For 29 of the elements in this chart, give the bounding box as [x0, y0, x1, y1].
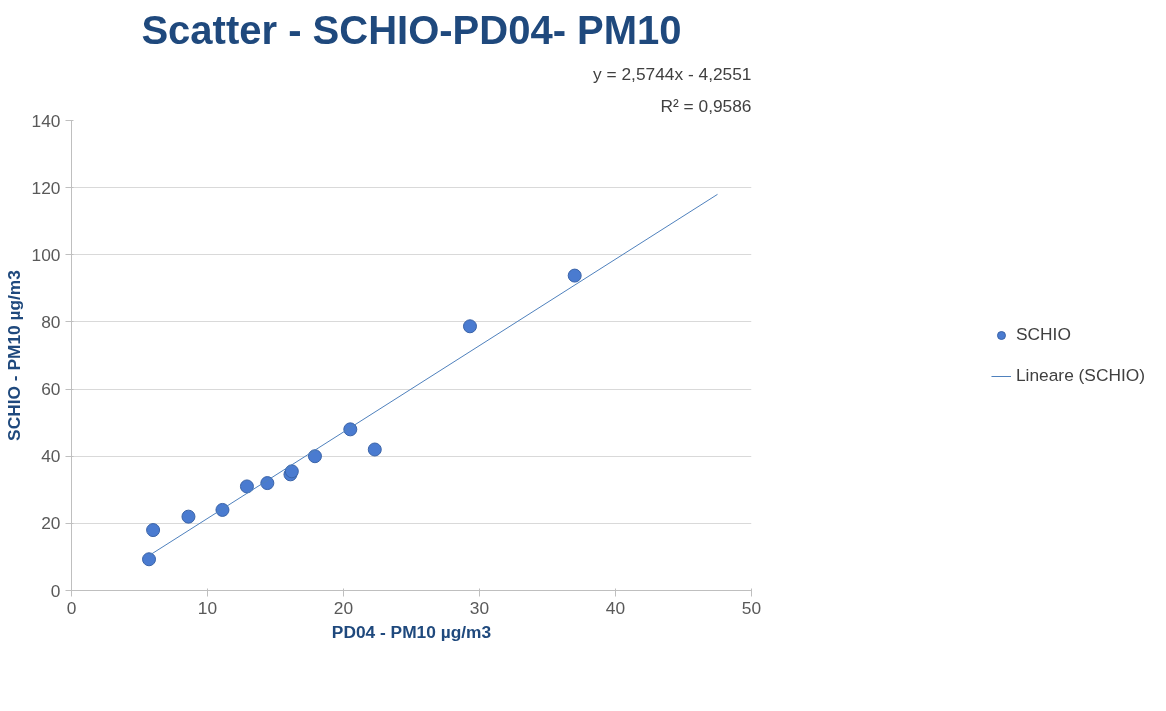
text: y = 2,5744x - 4,2551 [593, 63, 752, 84]
x-tick-label: 20 [333, 597, 354, 618]
point [567, 268, 582, 283]
text: R² = 0,9586 [660, 95, 752, 116]
y-tick-label: 0 [50, 580, 61, 601]
point [307, 449, 322, 464]
x-tick-label: 30 [469, 597, 490, 618]
chart-title: Scatter - SCHIO-PD04- PM10 [141, 7, 682, 52]
y-tick-label: 40 [41, 446, 61, 467]
point [462, 319, 477, 334]
point [142, 552, 157, 567]
point [146, 523, 161, 538]
x-tick-label: 50 [741, 597, 762, 618]
y-axis-title: SCHIO - PM10 µg/m3 [3, 269, 24, 441]
x-axis-title: PD04 - PM10 µg/m3 [331, 621, 492, 642]
y-tick-label: 80 [41, 311, 61, 332]
y-tick-label: 20 [41, 513, 61, 534]
y-tick-label: 60 [41, 379, 61, 400]
x-tick-label: 10 [197, 597, 218, 618]
point [181, 509, 196, 524]
y-tick-label: 140 [31, 110, 61, 131]
x-tick-label: 0 [66, 597, 77, 618]
legend-label: SCHIO [1015, 324, 1071, 345]
y-tick-label: 120 [31, 177, 61, 198]
legend-label: Lineare (SCHIO) [1015, 365, 1146, 386]
y-tick-label: 100 [31, 244, 61, 265]
x-tick-label: 40 [605, 597, 626, 618]
point [367, 442, 382, 457]
point [239, 479, 254, 494]
